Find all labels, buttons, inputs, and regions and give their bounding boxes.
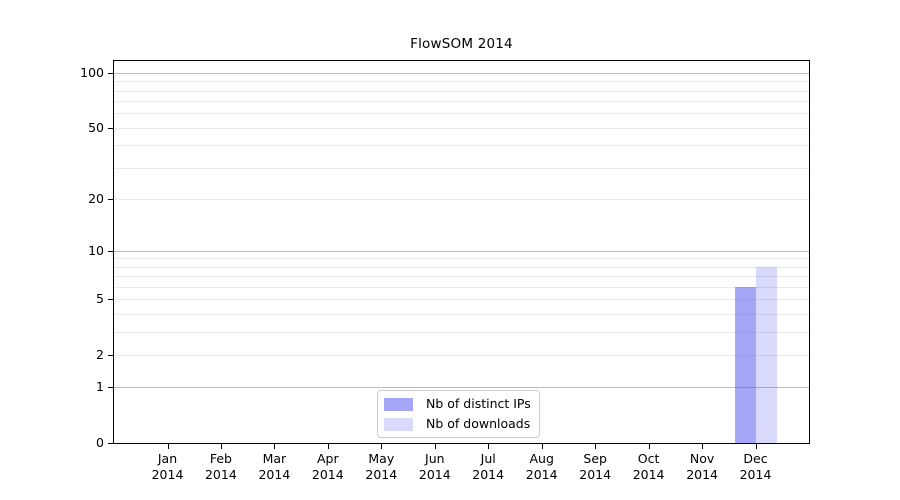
x-tick — [327, 444, 329, 449]
x-tick-label: Jul 2014 — [472, 451, 505, 482]
x-tick-label: Dec 2014 — [739, 451, 772, 482]
gridline-minor — [114, 258, 809, 260]
x-tick-label: Aug 2014 — [525, 451, 558, 482]
legend-entry-distinct-ips: Nb of distinct IPs — [384, 396, 531, 412]
gridline-minor — [114, 286, 809, 288]
x-tick — [167, 444, 169, 449]
x-tick — [541, 444, 543, 449]
gridline-minor — [114, 127, 809, 129]
bars-layer — [114, 61, 809, 443]
legend-entry-downloads: Nb of downloads — [384, 416, 531, 432]
y-tick — [108, 387, 113, 389]
bar-nb-of-downloads — [755, 266, 777, 443]
x-tick — [595, 444, 597, 449]
x-tick — [434, 444, 436, 449]
gridline-minor — [114, 90, 809, 92]
x-tick — [648, 444, 650, 449]
y-tick-label: 1 — [96, 379, 104, 395]
x-tick-label: Jun 2014 — [418, 451, 451, 482]
x-tick-label: Apr 2014 — [311, 451, 344, 482]
gridline-minor — [114, 198, 809, 200]
gridline-major — [114, 250, 809, 252]
gridline-minor — [114, 354, 809, 356]
x-tick — [755, 444, 757, 449]
x-tick — [488, 444, 490, 449]
y-tick — [108, 127, 113, 129]
gridline-major — [114, 387, 809, 389]
y-tick — [108, 72, 113, 74]
gridline-minor — [114, 276, 809, 278]
gridline-minor — [114, 81, 809, 83]
gridline-minor — [114, 145, 809, 147]
x-tick-label: May 2014 — [365, 451, 398, 482]
y-tick — [108, 198, 113, 200]
y-tick-label: 0 — [96, 435, 104, 450]
y-tick-label: 100 — [80, 64, 104, 80]
x-tick — [381, 444, 383, 449]
x-tick-label: Mar 2014 — [258, 451, 291, 482]
gridline-major — [114, 72, 809, 74]
chart-title: FlowSOM 2014 — [410, 36, 513, 52]
gridline-minor — [114, 331, 809, 333]
x-tick-label: Feb 2014 — [204, 451, 237, 482]
legend: Nb of distinct IPs Nb of downloads — [377, 390, 540, 438]
gridlines-layer — [114, 61, 809, 443]
gridline-minor — [114, 299, 809, 301]
gridline-minor — [114, 313, 809, 315]
gridline-minor — [114, 101, 809, 103]
x-tick-label: Jan 2014 — [151, 451, 184, 482]
y-tick-label: 10 — [88, 242, 104, 258]
y-tick-label: 2 — [96, 346, 104, 362]
x-tick-label: Sep 2014 — [579, 451, 612, 482]
legend-label-distinct-ips: Nb of distinct IPs — [426, 396, 531, 411]
legend-label-downloads: Nb of downloads — [426, 416, 531, 431]
y-tick — [108, 250, 113, 252]
gridline-minor — [114, 266, 809, 268]
x-tick-label: Nov 2014 — [686, 451, 718, 482]
gridline-minor — [114, 167, 809, 169]
y-tick-label: 5 — [96, 291, 104, 307]
gridline-minor — [114, 113, 809, 115]
plot-area — [113, 60, 810, 444]
y-tick — [108, 354, 113, 356]
legend-swatch-downloads — [384, 417, 413, 431]
legend-swatch-distinct-ips — [384, 397, 413, 411]
x-tick — [702, 444, 704, 449]
y-tick — [108, 299, 113, 301]
y-tick-label: 50 — [88, 119, 104, 135]
y-tick-label: 20 — [88, 190, 104, 206]
y-tick — [108, 443, 113, 444]
bar-nb-of-distinct-ips — [734, 286, 756, 443]
x-tick-label: Oct 2014 — [632, 451, 665, 482]
x-tick — [274, 444, 276, 449]
x-tick — [220, 444, 222, 449]
